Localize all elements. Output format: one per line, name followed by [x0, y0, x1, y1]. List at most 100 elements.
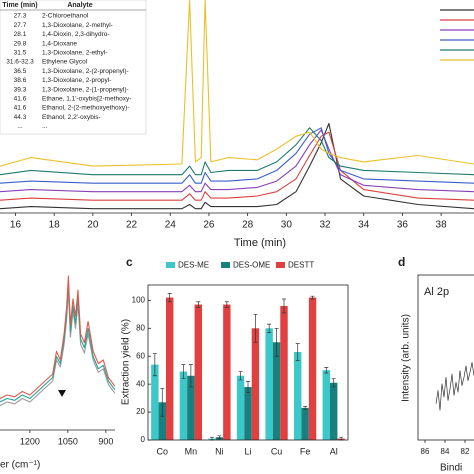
error-bar — [331, 378, 336, 388]
x-tick-label: Fe — [300, 446, 311, 456]
error-bar — [167, 293, 172, 303]
x-tick-label: 1200 — [20, 436, 40, 446]
table-cell: 41.6 — [14, 96, 27, 103]
table-frame — [0, 0, 147, 135]
legend-swatch — [166, 262, 175, 268]
bar — [280, 305, 288, 440]
x-tick-label: 24 — [165, 220, 177, 231]
error-bar — [152, 353, 157, 377]
table-cell: Ethanol, 2-(2-methoxyethoxy)- — [42, 105, 129, 112]
bar — [301, 407, 309, 440]
table-cell: ... — [42, 123, 48, 130]
y-tick-label: 40 — [136, 379, 145, 388]
error-bar — [310, 295, 315, 300]
error-bar — [224, 301, 229, 308]
bar — [236, 375, 245, 440]
error-bar — [188, 364, 193, 388]
x-tick-label: 34 — [358, 220, 370, 231]
x-tick-label: Li — [244, 446, 251, 456]
x-tick-label: 84 — [441, 447, 450, 456]
x-tick-label: Al — [330, 446, 338, 456]
x-tick-label: 28 — [242, 220, 254, 231]
table-cell: 36.5 — [14, 68, 27, 75]
x-tick-label: 82 — [461, 447, 470, 456]
table-cell: 44.3 — [14, 114, 27, 121]
series-line — [0, 0, 474, 167]
bar — [294, 352, 302, 440]
x-tick-label: 16 — [10, 220, 22, 231]
table-cell: 1,3-Dioxolane, 2-propyl- — [42, 77, 111, 84]
legend-label: DESTT — [288, 261, 314, 270]
x-tick-label: 22 — [126, 220, 138, 231]
error-bar — [181, 364, 186, 379]
table-cell: 31.5 — [14, 50, 27, 57]
bar — [166, 297, 174, 440]
error-bar — [246, 381, 250, 393]
x-tick-label: 1050 — [58, 436, 78, 446]
error-bar — [295, 343, 300, 361]
x-axis-label: er (cm⁻¹) — [0, 460, 40, 471]
bar — [265, 328, 273, 440]
x-tick-label: Co — [157, 446, 169, 456]
x-tick-label: 86 — [421, 447, 430, 456]
x-tick-label: 900 — [98, 436, 113, 446]
panel-label: c — [126, 255, 133, 269]
x-tick-label: 32 — [319, 220, 331, 231]
error-bar — [303, 406, 308, 410]
x-axis-label: Bindi — [440, 463, 462, 474]
bar — [330, 382, 338, 440]
table-cell: 1,4-Dioxin, 2,3-dihydro- — [42, 31, 110, 38]
bar — [272, 342, 281, 440]
y-tick-label: 60 — [136, 351, 145, 360]
table-cell: 31.6-32.3 — [6, 59, 34, 66]
table-cell: 28.1 — [14, 31, 27, 38]
table-cell: Ethylene Glycol — [42, 59, 88, 66]
series-line — [0, 275, 115, 399]
x-tick-label: 18 — [49, 220, 61, 231]
series-line — [0, 127, 474, 184]
table-cell: 1,3-Dioxolane, 2-methyl- — [42, 22, 113, 29]
bar — [244, 386, 252, 440]
bar — [187, 375, 195, 440]
bar — [151, 364, 159, 440]
error-bar — [267, 323, 272, 333]
table-cell: 1,3-Dioxolane, 2-(2-propenyl)- — [42, 68, 129, 75]
error-bar — [274, 327, 279, 357]
error-bar — [160, 387, 165, 417]
x-tick-label: 26 — [203, 220, 215, 231]
legend-label: DES-ME — [178, 261, 209, 270]
bar — [179, 371, 188, 440]
table-cell: 27.3 — [14, 13, 27, 20]
bar — [322, 370, 330, 440]
bar — [158, 402, 166, 440]
error-bar — [217, 435, 222, 439]
error-bar — [196, 301, 201, 308]
table-cell: 29.8 — [14, 40, 27, 47]
bar — [251, 328, 260, 440]
plot-frame — [147, 284, 349, 441]
error-bar — [253, 313, 258, 343]
panel-label: d — [398, 255, 405, 269]
table-header: Analyte — [67, 2, 92, 9]
bar — [223, 304, 231, 440]
x-tick-label: 20 — [87, 220, 99, 231]
table-cell: 27.7 — [14, 22, 27, 29]
table-cell: 39.3 — [14, 86, 27, 93]
legend-swatch — [221, 262, 230, 268]
y-tick-label: 20 — [136, 407, 145, 416]
table-cell: 41.6 — [14, 105, 27, 112]
error-bar — [324, 367, 329, 374]
x-tick-label: Ni — [215, 446, 224, 456]
table-cell: 38.6 — [14, 77, 27, 84]
bar — [194, 304, 202, 440]
x-axis-label: Time (min) — [234, 237, 286, 249]
bar — [308, 297, 317, 440]
legend-swatch — [276, 262, 285, 268]
annotation: Al 2p — [424, 286, 449, 298]
y-tick-label: 100 — [132, 295, 146, 304]
legend-label: DES-OME — [233, 261, 270, 270]
y-tick-label: 0 — [141, 435, 146, 444]
table-cell: 1,3-Dioxolane, 2-ethyl- — [42, 50, 107, 57]
series-line — [0, 127, 474, 176]
